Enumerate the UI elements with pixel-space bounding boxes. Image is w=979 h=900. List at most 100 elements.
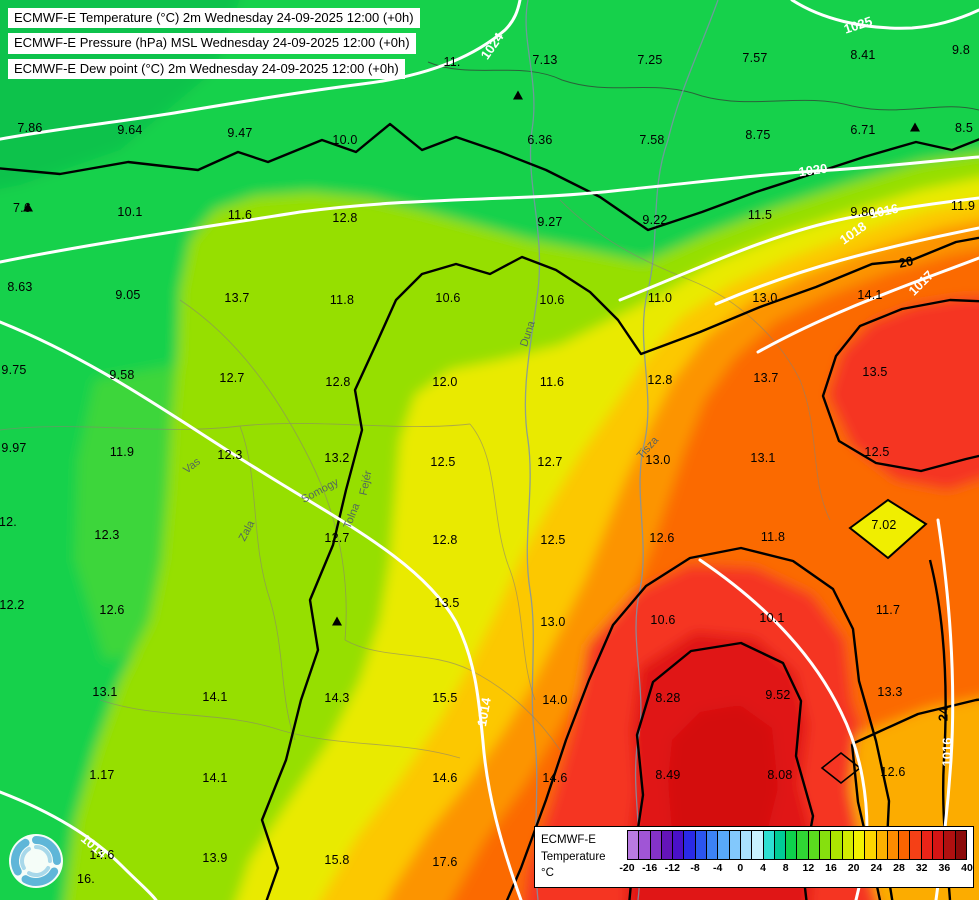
isobar-label: 1020 <box>797 160 829 180</box>
station-value: 13.2 <box>324 451 350 465</box>
station-value: 9.97 <box>1 441 27 455</box>
region-label: Zala <box>236 518 258 544</box>
station-value: 7.13 <box>532 53 558 67</box>
station-value: 11.0 <box>647 291 673 305</box>
station-value: 12. <box>0 515 17 529</box>
station-value: 7.58 <box>639 133 665 147</box>
peak-marker-icon <box>910 122 920 132</box>
header-line-temperature: ECMWF-E Temperature (°C) 2m Wednesday 24… <box>8 8 420 29</box>
legend-tick-label: 36 <box>938 862 951 874</box>
isobar-label: 1016 <box>939 737 955 767</box>
station-value: 12.6 <box>649 531 675 545</box>
isobar-line-1025 <box>790 0 979 30</box>
legend-color-cell <box>752 831 764 859</box>
legend-color-cell <box>661 831 674 859</box>
station-value: 14.6 <box>89 848 115 862</box>
isotherm-label: 24 <box>935 706 951 722</box>
station-value: 12.7 <box>324 531 350 545</box>
station-value: 8.75 <box>745 128 771 142</box>
station-value: 10.6 <box>435 291 461 305</box>
station-value: 12.0 <box>432 375 458 389</box>
station-value: 12.8 <box>432 533 458 547</box>
peak-marker-icon <box>23 202 33 212</box>
station-value: 11.6 <box>539 375 565 389</box>
region-label: Duna <box>518 319 538 349</box>
station-value: 10.1 <box>759 611 785 625</box>
legend-tick-label: -12 <box>664 862 680 874</box>
station-value: 15.5 <box>432 691 458 705</box>
station-value: 9.75 <box>1 363 27 377</box>
station-value: 12.5 <box>864 445 890 459</box>
isotherm-line <box>505 546 894 900</box>
legend-tick-label: 0 <box>737 862 744 874</box>
station-value: 12.3 <box>217 448 243 462</box>
station-value: 9.22 <box>642 213 668 227</box>
station-value: 7.02 <box>871 518 897 532</box>
station-value: 9.05 <box>115 288 141 302</box>
station-value: 12.3 <box>94 528 120 542</box>
station-value: 8.41 <box>850 48 876 62</box>
station-value: 11. <box>443 55 461 69</box>
legend-color-cell <box>729 831 741 859</box>
peak-marker-icon <box>513 90 523 100</box>
station-value: 12.8 <box>332 211 358 225</box>
station-value: 6.36 <box>527 133 553 147</box>
legend-scale: -20 -16 -12 -8 -4 0 4 8 12 16 20 24 28 32 36 40 <box>619 830 973 884</box>
station-value: 13.9 <box>202 851 228 865</box>
station-value: 13.1 <box>92 685 118 699</box>
station-value: 13.1 <box>750 451 776 465</box>
station-value: 11.8 <box>760 530 786 544</box>
station-value: 11.5 <box>747 208 773 222</box>
region-label: Somogy <box>299 476 341 506</box>
station-value: 12.5 <box>540 533 566 547</box>
legend-color-cell <box>831 831 843 859</box>
station-value: 9.52 <box>765 688 791 702</box>
legend-tick-label: 28 <box>893 862 905 874</box>
legend-tick-label: 24 <box>870 862 883 874</box>
station-value: 11.6 <box>227 208 253 222</box>
river-danube-line <box>524 0 541 900</box>
legend-tick-label: 40 <box>961 862 973 874</box>
station-value: 14.6 <box>542 771 568 785</box>
station-value: 13.0 <box>752 291 778 305</box>
legend-color-cell <box>944 831 956 859</box>
station-value: 15.8 <box>324 853 350 867</box>
legend-color-cell <box>707 831 719 859</box>
isobar-label: 1025 <box>841 13 875 37</box>
legend-color-cell <box>865 831 877 859</box>
isobar-line-1014 <box>0 320 523 900</box>
legend-color-cell <box>955 831 966 859</box>
isotherm-line <box>821 298 979 473</box>
station-value: 14.1 <box>202 771 228 785</box>
station-value: 11.7 <box>875 603 901 617</box>
legend-color-cell <box>910 831 922 859</box>
legend-color-cell <box>842 831 854 859</box>
station-value: 13.5 <box>434 596 460 610</box>
station-value: 14.1 <box>857 288 883 302</box>
station-value: 14.3 <box>324 691 350 705</box>
isotherm-contours <box>0 122 979 900</box>
station-value: 12.5 <box>430 455 456 469</box>
station-value: 12.6 <box>880 765 906 779</box>
isobar-line-1014-sw <box>0 790 158 900</box>
legend-color-cell <box>684 831 696 859</box>
legend-color-cell <box>786 831 798 859</box>
legend-color-cell <box>797 831 809 859</box>
legend-color-cell <box>853 831 866 859</box>
legend-tick-label: 12 <box>802 862 815 874</box>
station-value: 11.8 <box>329 293 355 307</box>
isotherm-line <box>628 641 815 900</box>
legend-tick-label: 20 <box>847 862 860 874</box>
station-value: 7.25 <box>637 53 663 67</box>
legend-tick-label: 4 <box>760 862 766 874</box>
map-header: ECMWF-E Temperature (°C) 2m Wednesday 24… <box>8 8 420 79</box>
legend-color-cell <box>650 831 662 859</box>
station-value: 13.7 <box>224 291 250 305</box>
station-value: 12.7 <box>537 455 563 469</box>
legend-color-cell <box>876 831 888 859</box>
station-value: 11.9 <box>950 199 976 213</box>
station-value: 11.9 <box>109 445 135 459</box>
station-value: 16. <box>77 872 95 886</box>
